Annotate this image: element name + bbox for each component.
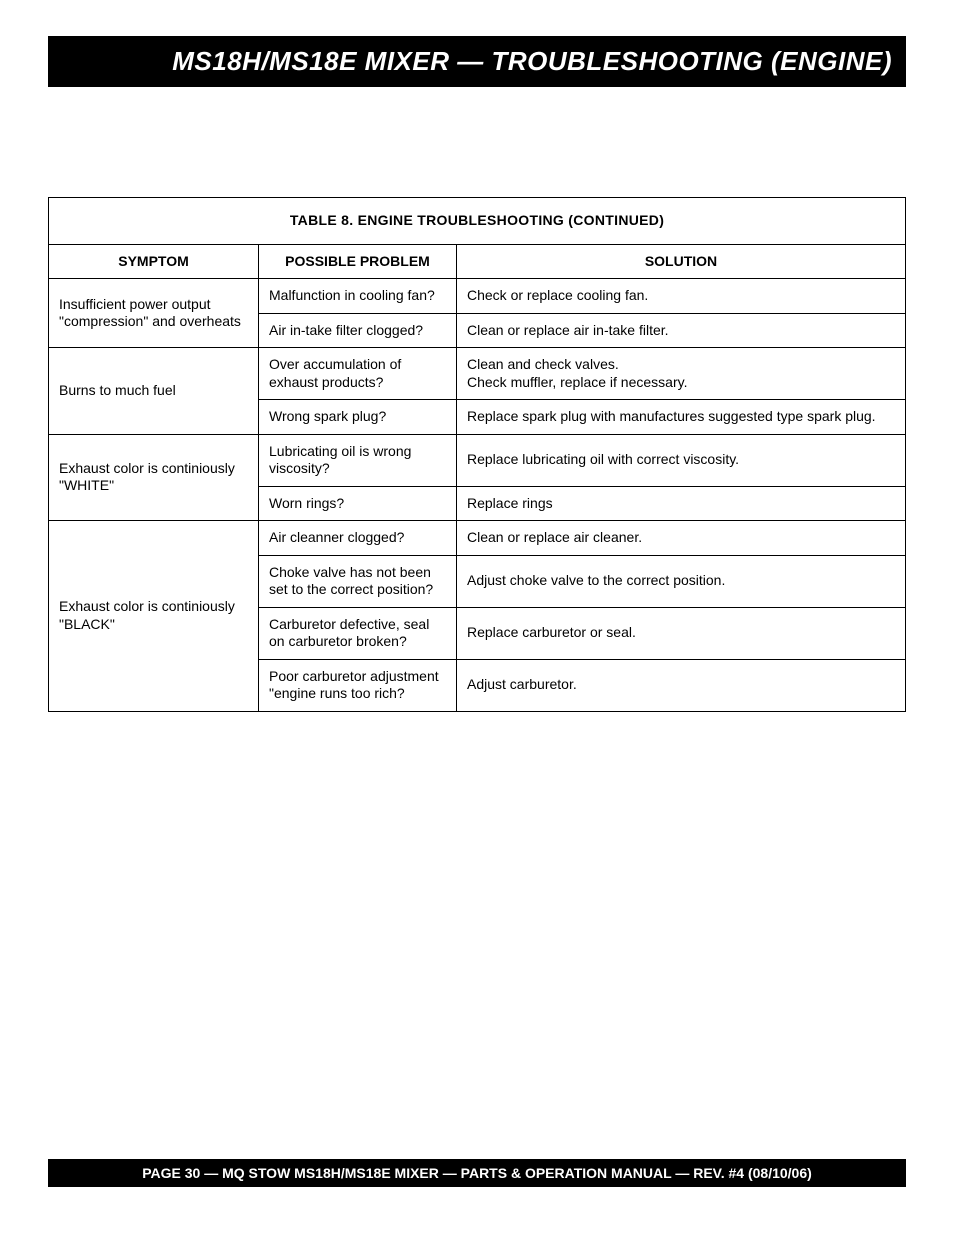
problem-cell: Air in-take filter clogged? bbox=[259, 313, 457, 348]
solution-cell: Replace rings bbox=[457, 486, 906, 521]
table-header-row: SYMPTOM POSSIBLE PROBLEM SOLUTION bbox=[49, 244, 906, 279]
problem-cell: Poor carburetor adjustment "engine runs … bbox=[259, 659, 457, 711]
solution-cell: Replace spark plug with manufactures sug… bbox=[457, 400, 906, 435]
solution-cell: Replace lubricating oil with correct vis… bbox=[457, 434, 906, 486]
table-row: Burns to much fuel Over accumulation of … bbox=[49, 348, 906, 400]
problem-cell: Air cleanner clogged? bbox=[259, 521, 457, 556]
symptom-cell: Exhaust color is continiously "WHITE" bbox=[49, 434, 259, 521]
problem-cell: Carburetor defective, seal on carburetor… bbox=[259, 607, 457, 659]
page-title-bar: MS18H/MS18E MIXER — TROUBLESHOOTING (ENG… bbox=[48, 36, 906, 87]
table-caption-row: TABLE 8. ENGINE TROUBLESHOOTING (CONTINU… bbox=[49, 198, 906, 245]
col-header-solution: SOLUTION bbox=[457, 244, 906, 279]
table-row: Insufficient power output "compression" … bbox=[49, 279, 906, 314]
troubleshooting-table-wrap: TABLE 8. ENGINE TROUBLESHOOTING (CONTINU… bbox=[48, 197, 906, 712]
troubleshooting-table: TABLE 8. ENGINE TROUBLESHOOTING (CONTINU… bbox=[48, 197, 906, 712]
solution-cell: Check or replace cooling fan. bbox=[457, 279, 906, 314]
solution-cell: Clean or replace air in-take filter. bbox=[457, 313, 906, 348]
table-caption: TABLE 8. ENGINE TROUBLESHOOTING (CONTINU… bbox=[49, 198, 906, 245]
problem-cell: Choke valve has not been set to the corr… bbox=[259, 555, 457, 607]
solution-cell: Adjust carburetor. bbox=[457, 659, 906, 711]
col-header-symptom: SYMPTOM bbox=[49, 244, 259, 279]
col-header-problem: POSSIBLE PROBLEM bbox=[259, 244, 457, 279]
symptom-cell: Exhaust color is continiously "BLACK" bbox=[49, 521, 259, 712]
solution-cell: Clean or replace air cleaner. bbox=[457, 521, 906, 556]
table-row: Exhaust color is continiously "WHITE" Lu… bbox=[49, 434, 906, 486]
problem-cell: Malfunction in cooling fan? bbox=[259, 279, 457, 314]
table-row: Exhaust color is continiously "BLACK" Ai… bbox=[49, 521, 906, 556]
problem-cell: Worn rings? bbox=[259, 486, 457, 521]
solution-cell: Clean and check valves. Check muffler, r… bbox=[457, 348, 906, 400]
problem-cell: Lubricating oil is wrong viscosity? bbox=[259, 434, 457, 486]
page-footer-bar: PAGE 30 — MQ STOW MS18H/MS18E MIXER — PA… bbox=[48, 1159, 906, 1187]
symptom-cell: Burns to much fuel bbox=[49, 348, 259, 435]
solution-cell: Replace carburetor or seal. bbox=[457, 607, 906, 659]
page: MS18H/MS18E MIXER — TROUBLESHOOTING (ENG… bbox=[0, 0, 954, 1235]
solution-cell: Adjust choke valve to the correct positi… bbox=[457, 555, 906, 607]
symptom-cell: Insufficient power output "compression" … bbox=[49, 279, 259, 348]
problem-cell: Wrong spark plug? bbox=[259, 400, 457, 435]
problem-cell: Over accumulation of exhaust products? bbox=[259, 348, 457, 400]
